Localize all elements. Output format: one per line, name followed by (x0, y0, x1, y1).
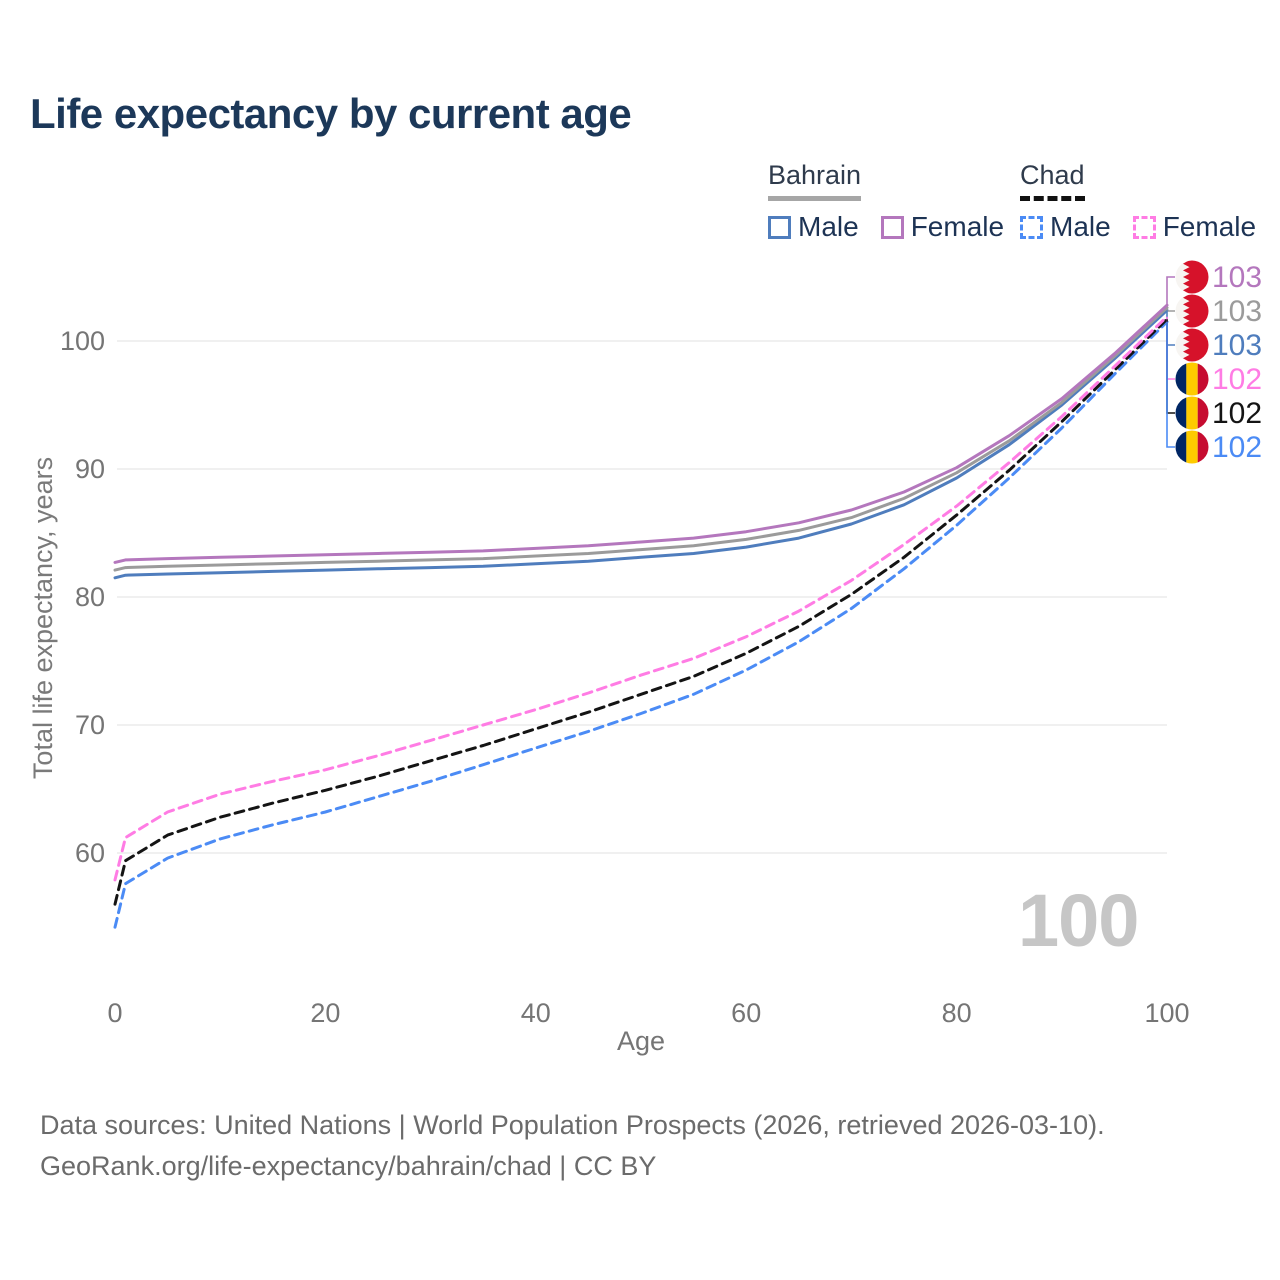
legend-item-chad-female[interactable]: Female (1132, 211, 1257, 243)
end-value-label-chad-male: 102 (1212, 431, 1262, 464)
footer-data-sources: Data sources: United Nations | World Pop… (40, 1110, 1105, 1140)
legend-item-chad-male[interactable]: Male (1020, 211, 1111, 243)
chad-flag-icon (1175, 362, 1209, 396)
legend-header-chad[interactable]: Chad (1020, 160, 1085, 201)
legend-label-chad-female: Female (1162, 211, 1257, 242)
x-tick-label-60: 60 (731, 998, 761, 1028)
series-line-bahrain-female[interactable] (113, 303, 1169, 564)
chad-male-swatch-icon (1020, 215, 1043, 239)
leader-line-chad-female (1166, 316, 1175, 380)
hovered-age-indicator: 100 (1018, 879, 1139, 962)
bahrain-male-swatch-icon (768, 215, 791, 239)
bahrain-female-swatch-icon (880, 215, 904, 239)
y-tick-label-80: 80 (75, 582, 105, 612)
series-line-chad-male[interactable] (113, 320, 1169, 929)
end-value-label-chad-female: 102 (1212, 363, 1262, 396)
legend-label-chad-male: Male (1050, 211, 1111, 242)
y-tick-label-60: 60 (75, 838, 105, 868)
page-title: Life expectancy by current age (30, 90, 632, 137)
legend-header-bahrain[interactable]: Bahrain (768, 160, 862, 201)
x-axis-title: Age (617, 1026, 665, 1056)
legend-item-bahrain-female[interactable]: Female (880, 211, 1005, 243)
y-tick-label-70: 70 (75, 710, 105, 740)
x-tick-label-20: 20 (310, 998, 340, 1028)
leader-line-bahrain-female (1166, 276, 1175, 306)
chad-flag-icon (1175, 430, 1209, 464)
legend-label-bahrain-male: Male (798, 211, 859, 242)
end-value-label-bahrain-total: 103 (1212, 295, 1262, 328)
series-line-bahrain-total[interactable] (113, 306, 1169, 572)
chad-female-swatch-icon (1132, 215, 1156, 239)
footer: Data sources: United Nations | World Pop… (40, 1105, 1105, 1187)
legend-item-bahrain-male[interactable]: Male (768, 211, 859, 243)
bahrain-flag-icon (1175, 260, 1209, 294)
footer-attribution-link: GeoRank.org/life-expectancy/bahrain/chad… (40, 1151, 657, 1181)
x-tick-label-40: 40 (521, 998, 551, 1028)
y-tick-label-100: 100 (60, 326, 105, 356)
leader-line-bahrain-male (1166, 310, 1175, 346)
end-value-label-chad-total: 102 (1212, 397, 1262, 430)
series-line-chad-total[interactable] (113, 317, 1169, 906)
series-line-bahrain-male[interactable] (113, 308, 1169, 580)
x-tick-label-80: 80 (942, 998, 972, 1028)
x-tick-label-100: 100 (1144, 998, 1189, 1028)
legend-items-bahrain: Male Female (768, 211, 1004, 243)
x-tick-label-0: 0 (107, 998, 122, 1028)
y-axis-title: Total life expectancy, years (28, 457, 58, 779)
series-line-chad-female[interactable] (113, 315, 1169, 882)
leader-line-chad-total (1166, 319, 1175, 414)
legend-items-chad: Male Female (1020, 211, 1256, 243)
legend-group-chad: Chad Male Female (1020, 160, 1256, 243)
chad-flag-icon (1175, 396, 1209, 430)
legend-label-bahrain-female: Female (910, 211, 1005, 242)
end-value-label-bahrain-female: 103 (1212, 261, 1262, 294)
y-tick-label-90: 90 (75, 454, 105, 484)
legend-group-bahrain: Bahrain Male Female (768, 160, 1004, 243)
leader-line-chad-male (1166, 321, 1175, 448)
bahrain-flag-icon (1175, 328, 1209, 362)
end-value-label-bahrain-male: 103 (1212, 329, 1262, 362)
bahrain-flag-icon (1175, 294, 1209, 328)
